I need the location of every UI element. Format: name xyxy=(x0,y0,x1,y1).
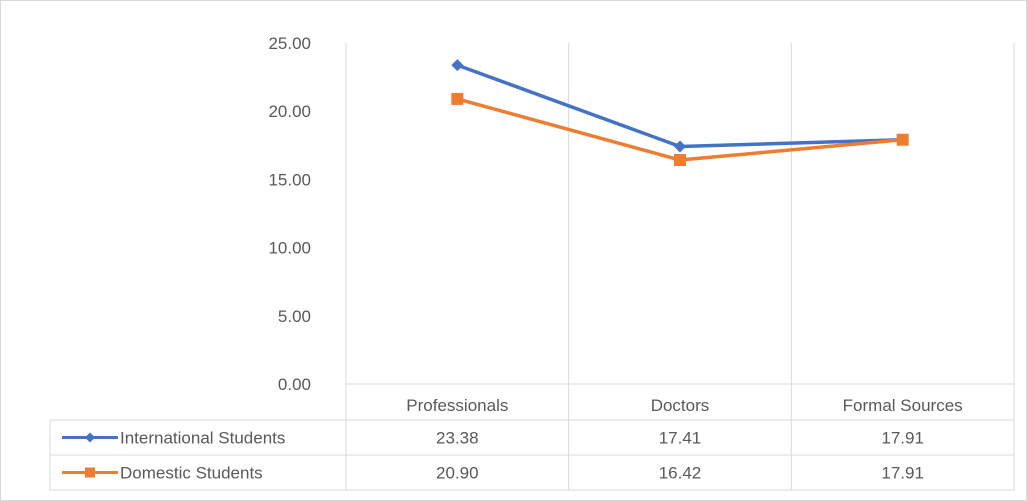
data-table: Professionals Doctors Formal Sources Intern… xyxy=(49,396,1014,491)
y-tick-label: 10.00 xyxy=(268,239,311,258)
table-cell-value: 17.41 xyxy=(659,429,702,448)
legend-label: International Students xyxy=(120,429,285,448)
data-point-square xyxy=(451,92,464,105)
table-cell-value: 17.91 xyxy=(881,464,924,483)
gridlines xyxy=(345,43,1015,490)
y-tick-label: 15.00 xyxy=(268,170,311,189)
table-cell-value: 20.90 xyxy=(436,464,479,483)
legend-marker-square xyxy=(85,467,95,478)
data-point-diamond xyxy=(451,59,464,72)
y-tick-label: 5.00 xyxy=(278,307,311,326)
category-label: Doctors xyxy=(651,396,710,415)
y-tick-label: 0.00 xyxy=(278,375,311,394)
value-axis: 0.00 5.00 10.00 15.00 20.00 25.00 xyxy=(268,34,311,394)
legend-marker-diamond xyxy=(85,432,95,443)
data-point-square xyxy=(896,133,909,146)
table-cell-value: 16.42 xyxy=(659,464,702,483)
data-point-square xyxy=(674,154,686,167)
y-tick-label: 20.00 xyxy=(268,102,311,121)
category-label: Formal Sources xyxy=(843,396,963,415)
table-cell-value: 17.91 xyxy=(881,429,924,448)
data-point-diamond xyxy=(674,140,686,153)
legend-label: Domestic Students xyxy=(120,464,263,483)
table-cell-value: 23.38 xyxy=(436,429,479,448)
series-group xyxy=(451,59,909,167)
category-label: Professionals xyxy=(406,396,508,415)
y-tick-label: 25.00 xyxy=(268,34,311,53)
